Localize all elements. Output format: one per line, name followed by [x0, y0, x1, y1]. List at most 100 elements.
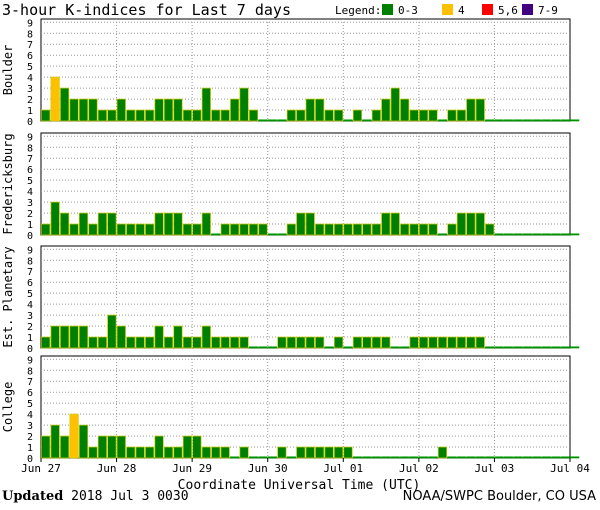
y-tick-label: 7 [27, 267, 33, 278]
bar-college [428, 456, 438, 459]
bar-est-planetary [277, 336, 287, 349]
bar-est-planetary [381, 336, 391, 349]
bar-est-planetary [201, 325, 211, 349]
bar-boulder [154, 98, 164, 122]
bar-boulder [69, 98, 79, 122]
bar-fredericksburg [419, 223, 429, 236]
bar-college [78, 424, 89, 459]
bar-fredericksburg [60, 212, 70, 236]
panel-frame [40, 245, 571, 349]
bar-fredericksburg [126, 223, 136, 236]
bar-fredericksburg [333, 223, 344, 236]
bar-college [97, 435, 107, 459]
bar-boulder [541, 119, 551, 122]
bar-college [362, 456, 372, 459]
bar-est-planetary [211, 336, 221, 349]
y-tick-label: 7 [27, 40, 33, 51]
bar-college [305, 446, 315, 459]
bar-est-planetary [560, 346, 570, 349]
bar-fredericksburg [560, 233, 570, 236]
bar-est-planetary [248, 346, 259, 349]
bar-college [466, 456, 476, 459]
bar-est-planetary [239, 336, 249, 349]
chart-panels: 0123456789Boulder0123456789Fredericksbur… [1, 18, 580, 465]
y-tick-label: 4 [27, 73, 33, 84]
x-tick-label: Jul 01 [323, 462, 363, 475]
bar-boulder [522, 119, 533, 122]
bar-college [60, 435, 70, 459]
bar-boulder [97, 109, 107, 122]
bar-fredericksburg [107, 212, 117, 236]
y-tick-label: 1 [27, 443, 33, 454]
bar-est-planetary [145, 336, 155, 349]
bar-est-planetary [41, 336, 51, 349]
panel-label: Fredericksburg [1, 133, 15, 234]
bar-college [107, 435, 117, 459]
y-tick-label: 0 [27, 117, 33, 128]
bar-fredericksburg [352, 223, 363, 236]
bar-college [296, 446, 306, 459]
bar-fredericksburg [173, 212, 183, 236]
bar-est-planetary [69, 325, 79, 349]
bar-fredericksburg [315, 223, 325, 236]
bar-fredericksburg [41, 223, 51, 236]
bar-est-planetary [163, 336, 174, 349]
bar-est-planetary [371, 336, 381, 349]
bar-college [192, 435, 202, 459]
bar-est-planetary [97, 336, 107, 349]
y-tick-label: 9 [27, 132, 33, 143]
y-tick-label: 3 [27, 311, 33, 322]
bar-boulder [145, 109, 155, 122]
y-tick-label: 7 [27, 377, 33, 388]
bar-boulder [201, 87, 211, 122]
bar-fredericksburg [69, 223, 79, 236]
bar-est-planetary [230, 336, 240, 349]
bar-fredericksburg [362, 223, 372, 236]
x-axis-ticks: Jun 27 Jun 28 Jun 29 Jun 30 Jul 01 Jul 02 Jul … [21, 458, 590, 475]
bar-boulder [400, 98, 410, 122]
bar-fredericksburg [97, 212, 107, 236]
bar-est-planetary [333, 336, 344, 349]
panel-label: Est. Planetary [1, 246, 15, 347]
bar-college [447, 456, 457, 459]
bar-fredericksburg [277, 233, 287, 236]
bar-boulder [230, 98, 240, 122]
bar-est-planetary [78, 325, 89, 349]
y-tick-label: 9 [27, 18, 33, 29]
bar-college [69, 413, 79, 459]
bar-college [41, 435, 51, 459]
bar-est-planetary [551, 346, 561, 349]
bar-boulder [352, 109, 363, 122]
bar-fredericksburg [296, 212, 306, 236]
y-tick-label: 4 [27, 187, 33, 198]
bar-fredericksburg [239, 223, 249, 236]
bar-boulder [390, 87, 400, 122]
bar-boulder [324, 109, 334, 122]
bar-college [116, 435, 126, 459]
bar-est-planetary [296, 336, 306, 349]
bar-fredericksburg [305, 212, 315, 236]
bar-college [211, 446, 221, 459]
bar-est-planetary [182, 336, 192, 349]
updated-value: 2018 Jul 3 0030 [71, 489, 189, 504]
y-tick-label: 0 [27, 344, 33, 355]
bar-college [201, 446, 211, 459]
bar-est-planetary [485, 346, 495, 349]
y-tick-label: 2 [27, 209, 33, 220]
bar-fredericksburg [343, 223, 353, 236]
bar-est-planetary [50, 325, 60, 349]
bar-est-planetary [437, 336, 448, 349]
y-tick-label: 9 [27, 355, 33, 366]
bar-fredericksburg [182, 223, 192, 236]
bar-boulder [570, 119, 580, 122]
bar-fredericksburg [522, 233, 533, 236]
bar-boulder [41, 109, 51, 122]
bar-est-planetary [107, 314, 117, 349]
bar-fredericksburg [475, 212, 485, 236]
bar-college [267, 456, 278, 459]
bar-boulder [371, 109, 381, 122]
y-tick-label: 5 [27, 289, 33, 300]
